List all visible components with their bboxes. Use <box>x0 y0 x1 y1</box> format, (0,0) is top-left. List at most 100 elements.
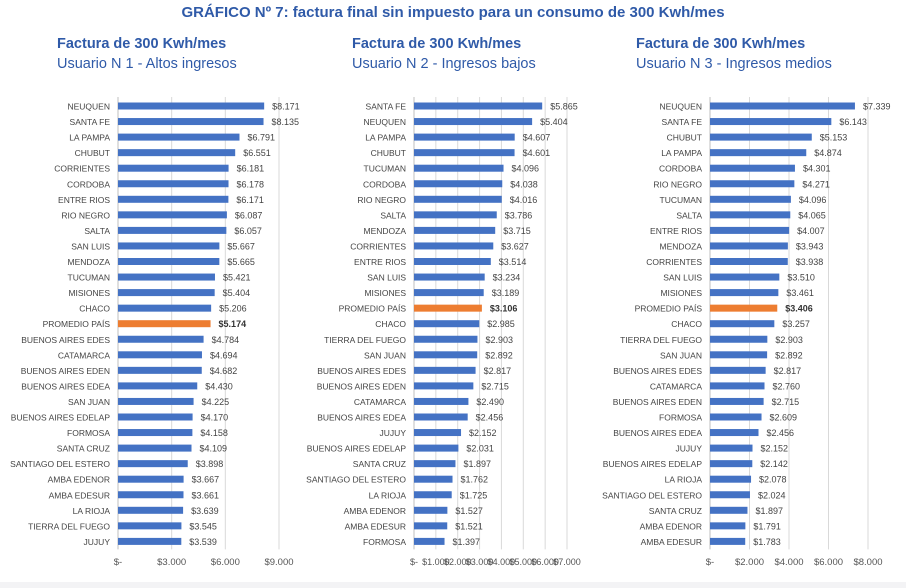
data-label: $4.430 <box>205 381 233 391</box>
bar <box>414 226 496 234</box>
category-label: SAN JUAN <box>660 350 702 360</box>
bar <box>414 429 462 437</box>
main-title: GRÁFICO Nº 7: factura final sin impuesto… <box>181 4 725 21</box>
category-label: CHACO <box>79 304 110 314</box>
category-label: SANTA CRUZ <box>57 444 110 454</box>
category-label: TUCUMAN <box>660 195 703 205</box>
bar <box>414 413 468 421</box>
chart-subtitle: Usuario N 1 - Altos ingresos <box>57 56 237 72</box>
bar <box>118 289 215 297</box>
category-label: CORRIENTES <box>646 257 702 267</box>
bar <box>414 320 480 328</box>
category-label: SANTIAGO DEL ESTERO <box>602 490 702 500</box>
data-label: $3.627 <box>501 241 529 251</box>
data-label: $1.897 <box>463 459 491 469</box>
bar <box>710 475 752 483</box>
data-label: $3.639 <box>191 506 219 516</box>
bar <box>414 102 543 110</box>
data-label: $3.189 <box>492 288 520 298</box>
category-label: TIERRA DEL FUEGO <box>620 335 702 345</box>
category-label: TIERRA DEL FUEGO <box>28 521 110 531</box>
category-label: SAN LUIS <box>367 273 406 283</box>
bar <box>118 537 182 545</box>
category-label: SANTA CRUZ <box>353 459 406 469</box>
bar <box>710 444 753 452</box>
data-label: $4.601 <box>523 148 551 158</box>
data-label: $8.135 <box>272 117 300 127</box>
category-label: CORDOBA <box>363 179 406 189</box>
bar <box>710 242 788 250</box>
category-label: LA PAMPA <box>69 133 110 143</box>
bar <box>710 289 779 297</box>
data-label: $2.152 <box>761 444 789 454</box>
category-label: LA PAMPA <box>365 133 406 143</box>
x-tick-label: $- <box>706 557 714 568</box>
x-tick-label: $6.000 <box>531 557 559 567</box>
bar <box>118 226 227 234</box>
category-label: BUENOS AIRES EDEN <box>317 381 406 391</box>
category-label: NEUQUEN <box>363 117 406 127</box>
category-label: LA RIOJA <box>369 490 407 500</box>
x-tick-label: $7.000 <box>553 557 581 567</box>
data-label: $6.171 <box>236 195 264 205</box>
bar <box>118 429 193 437</box>
chart-subtitle: Usuario N 2 - Ingresos bajos <box>352 56 536 72</box>
category-label: BUENOS AIRES EDES <box>317 366 406 376</box>
category-label: CATAMARCA <box>650 381 702 391</box>
bar <box>710 164 795 172</box>
data-label: $4.225 <box>202 397 230 407</box>
data-label: $2.715 <box>481 381 509 391</box>
category-label: RIO NEGRO <box>357 195 406 205</box>
category-label: SALTA <box>676 210 702 220</box>
category-label: FORMOSA <box>67 428 110 438</box>
data-label: $4.301 <box>803 164 831 174</box>
bar <box>710 429 759 437</box>
data-label: $3.234 <box>493 273 521 283</box>
data-label: $5.206 <box>219 304 247 314</box>
data-label: $2.456 <box>767 428 795 438</box>
chart-title: Factura de 300 Kwh/mes <box>57 36 227 52</box>
data-label: $2.609 <box>770 413 798 423</box>
data-label: $3.667 <box>192 475 220 485</box>
category-label: CHUBUT <box>75 148 110 158</box>
data-label: $5.865 <box>550 102 578 112</box>
category-label: PROMEDIO PAÍS <box>635 304 703 314</box>
bar <box>710 413 762 421</box>
category-label: SANTIAGO DEL ESTERO <box>306 475 406 485</box>
bar <box>414 242 494 250</box>
bar <box>710 491 750 499</box>
category-label: TUCUMAN <box>68 273 111 283</box>
bar <box>414 537 445 545</box>
category-label: RIO NEGRO <box>653 179 702 189</box>
x-tick-label: $8.000 <box>853 557 882 568</box>
bar <box>118 335 204 343</box>
data-label: $2.078 <box>759 475 787 485</box>
x-tick-label: $- <box>114 557 122 568</box>
data-label: $3.514 <box>499 257 527 267</box>
data-label: $8.171 <box>272 102 300 112</box>
category-label: SAN JUAN <box>364 350 406 360</box>
data-label: $3.461 <box>786 288 814 298</box>
bar <box>118 413 193 421</box>
bar <box>710 506 748 514</box>
category-label: AMBA EDENOR <box>48 475 110 485</box>
category-label: ENTRE RIOS <box>58 195 110 205</box>
data-label: $3.938 <box>796 257 824 267</box>
data-label: $2.031 <box>466 444 494 454</box>
data-label: $3.510 <box>787 273 815 283</box>
bar <box>118 118 264 126</box>
category-label: CATAMARCA <box>58 350 110 360</box>
category-label: JUJUY <box>380 428 407 438</box>
data-label: $5.404 <box>540 117 568 127</box>
bottom-strip <box>0 582 906 588</box>
data-label: $3.715 <box>503 226 531 236</box>
category-label: AMBA EDESUR <box>641 537 702 547</box>
bar <box>710 149 807 157</box>
bar <box>710 320 775 328</box>
data-label: $5.665 <box>227 257 255 267</box>
bar <box>710 366 766 374</box>
data-label: $5.667 <box>227 241 255 251</box>
bar <box>414 491 452 499</box>
category-label: CHACO <box>375 319 406 329</box>
bar <box>118 273 215 281</box>
